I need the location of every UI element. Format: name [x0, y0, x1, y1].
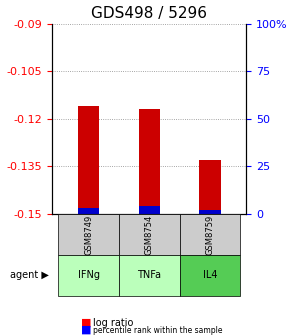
- Bar: [78, 208, 99, 214]
- Text: log ratio: log ratio: [93, 318, 133, 328]
- Text: GSM8749: GSM8749: [84, 214, 93, 255]
- Text: agent ▶: agent ▶: [10, 270, 49, 280]
- Bar: [200, 210, 221, 214]
- Text: GSM8754: GSM8754: [145, 214, 154, 255]
- Text: percentile rank within the sample: percentile rank within the sample: [93, 326, 222, 335]
- Bar: [139, 109, 160, 214]
- Text: IFNg: IFNg: [78, 270, 100, 280]
- FancyBboxPatch shape: [180, 214, 240, 255]
- Bar: [78, 106, 99, 214]
- Text: IL4: IL4: [203, 270, 217, 280]
- Title: GDS498 / 5296: GDS498 / 5296: [91, 6, 207, 21]
- FancyBboxPatch shape: [119, 214, 180, 255]
- Bar: [139, 206, 160, 214]
- Text: ■: ■: [81, 318, 92, 328]
- FancyBboxPatch shape: [119, 255, 180, 296]
- FancyBboxPatch shape: [58, 255, 119, 296]
- Text: TNFa: TNFa: [137, 270, 161, 280]
- Bar: [200, 160, 221, 214]
- FancyBboxPatch shape: [180, 255, 240, 296]
- FancyBboxPatch shape: [58, 214, 119, 255]
- Text: ■: ■: [81, 325, 92, 335]
- Text: GSM8759: GSM8759: [206, 214, 215, 255]
